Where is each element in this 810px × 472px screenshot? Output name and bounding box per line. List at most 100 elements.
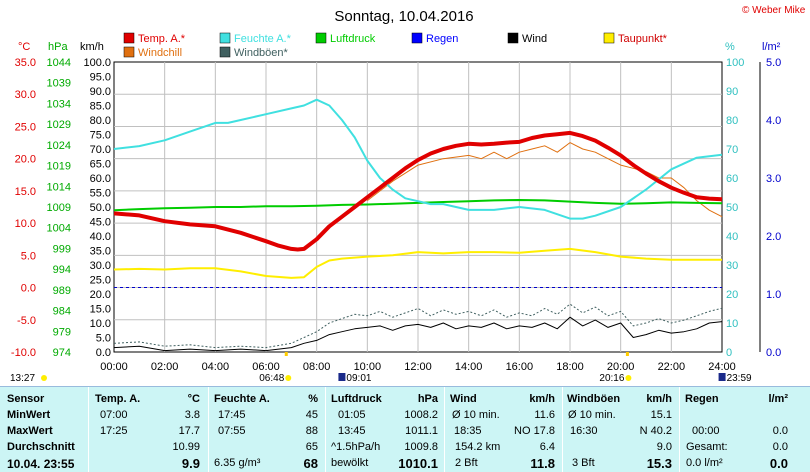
series-line-temp-a- — [113, 130, 723, 252]
wind-tick: 50.0 — [90, 202, 111, 214]
current-gust: 15.3 — [646, 456, 672, 471]
header-wind-unit: km/h — [529, 393, 555, 405]
header-sensor: Sensor — [7, 393, 45, 405]
max-gust-time: 16:30 — [570, 425, 598, 437]
avg-temp: 10.99 — [172, 441, 200, 453]
min-hum: 45 — [305, 409, 318, 421]
legend-swatch — [603, 32, 615, 44]
chart-title: Sonntag, 10.04.2016 — [334, 8, 473, 25]
rain-tick: 1.0 — [766, 289, 781, 301]
wind-tick: 20.0 — [90, 289, 111, 301]
rain-unit-label: l/m² — [762, 41, 781, 53]
pressure-tick: 1019 — [47, 161, 71, 173]
min-press: 1008.2 — [404, 409, 438, 421]
header-humidity-unit: % — [308, 393, 318, 405]
moonrise-label: 09:01 — [346, 373, 371, 384]
moon-icon — [718, 373, 726, 381]
current-temp: 9.9 — [181, 456, 200, 471]
header-temp: Temp. A. — [95, 393, 141, 405]
rain-tick: 0.0 — [766, 347, 781, 359]
wind-tick: 65.0 — [90, 159, 111, 171]
moon-icon — [338, 373, 346, 381]
time-tick: 12:00 — [404, 361, 432, 373]
time-tick: 04:00 — [202, 361, 230, 373]
rain-tick: 4.0 — [766, 115, 781, 127]
time-tick: 18:00 — [556, 361, 584, 373]
header-wind: Wind — [450, 393, 477, 405]
time-tick: 24:00 — [708, 361, 736, 373]
legend-swatch — [315, 32, 327, 44]
rain-tick: 2.0 — [766, 231, 781, 243]
legend-swatch — [219, 46, 231, 58]
current-press: 1010.1 — [398, 456, 438, 471]
sun-icon — [625, 375, 632, 381]
humidity-tick: 40 — [726, 231, 738, 243]
max-temp-time: 17:25 — [100, 425, 128, 437]
series-line-windchill — [366, 142, 723, 218]
pressure-tick: 1004 — [47, 223, 71, 235]
sun-icon — [285, 375, 292, 381]
temp-tick: -10.0 — [11, 347, 36, 359]
sun-moon-markers: 13:27 06:48 09:01 20:16 23:59 — [10, 352, 752, 384]
wind-tick: 85.0 — [90, 101, 111, 113]
wind-tick: 55.0 — [90, 188, 111, 200]
min-temp-time: 07:00 — [100, 409, 128, 421]
wind-tick: 5.0 — [96, 333, 111, 345]
sunset-label: 20:16 — [599, 373, 624, 384]
wind-tick: 10.0 — [90, 318, 111, 330]
wind-distance: 154.2 km — [455, 441, 501, 453]
temp-tick: 25.0 — [15, 121, 36, 133]
max-press: 1011.1 — [405, 425, 438, 437]
pressure-tick: 1029 — [47, 119, 71, 131]
pressure-tick: 974 — [53, 347, 71, 359]
current-abs-humidity: 6.35 g/m³ — [214, 457, 261, 469]
row-label-min: MinWert — [7, 409, 51, 421]
legend-swatch — [123, 46, 135, 58]
current-rain: 0.0 — [769, 456, 788, 471]
header-rain: Regen — [685, 393, 719, 405]
current-hum: 68 — [303, 456, 318, 471]
pressure-tick: 1009 — [47, 202, 71, 214]
min-wind: 11.6 — [534, 409, 555, 421]
humidity-tick: 30 — [726, 260, 738, 272]
legend-label: Regen — [426, 33, 458, 45]
legend-swatch — [123, 32, 135, 44]
header-humidity: Feuchte A. — [214, 393, 270, 405]
weather-chart: Sonntag, 10.04.2016 © Weber Mike Temp. A… — [10, 5, 806, 384]
wind-tick: 30.0 — [90, 260, 111, 272]
humidity-tick: 100 — [726, 57, 744, 69]
temp-tick: 0.0 — [21, 283, 36, 295]
wind-tick: 100.0 — [83, 57, 111, 69]
sun-icon — [41, 375, 47, 381]
legend-label: Windchill — [138, 47, 182, 59]
humidity-unit-label: % — [725, 41, 735, 53]
time-tick: 06:00 — [252, 361, 280, 373]
min-gust: 15.1 — [650, 409, 672, 421]
max-rain-time: 00:00 — [692, 425, 720, 437]
legend-swatch — [219, 32, 231, 44]
statistics-table: Sensor Temp. A. °C Feuchte A. % Luftdruc… — [0, 386, 810, 472]
legend-label: Windböen* — [234, 47, 289, 59]
legend-label: Taupunkt* — [618, 33, 668, 45]
wind-tick: 0.0 — [96, 347, 111, 359]
time-tick: 10:00 — [354, 361, 382, 373]
temp-tick: 15.0 — [15, 186, 36, 198]
press-trend: ^1.5hPa/h — [331, 441, 381, 453]
pressure-tick: 1044 — [47, 57, 71, 69]
header-gust-unit: km/h — [646, 393, 672, 405]
legend-label: Luftdruck — [330, 33, 376, 45]
row-label-avg: Durchschnitt — [7, 441, 75, 453]
pressure-tick: 1014 — [47, 181, 71, 193]
pressure-tick: 999 — [53, 243, 71, 255]
current-wind: 11.8 — [530, 456, 555, 471]
humidity-tick: 60 — [726, 173, 738, 185]
max-hum: 88 — [305, 425, 318, 437]
series-line-feuchte-a- — [113, 98, 723, 220]
wind-tick: 60.0 — [90, 173, 111, 185]
time-tick: 20:00 — [607, 361, 635, 373]
row-label-current: 10.04. 23:55 — [7, 457, 75, 471]
wind-tick: 25.0 — [90, 275, 111, 287]
row-label-max: MaxWert — [7, 425, 53, 437]
avg-press: 1009.8 — [404, 441, 438, 453]
header-pressure: Luftdruck — [331, 393, 382, 405]
